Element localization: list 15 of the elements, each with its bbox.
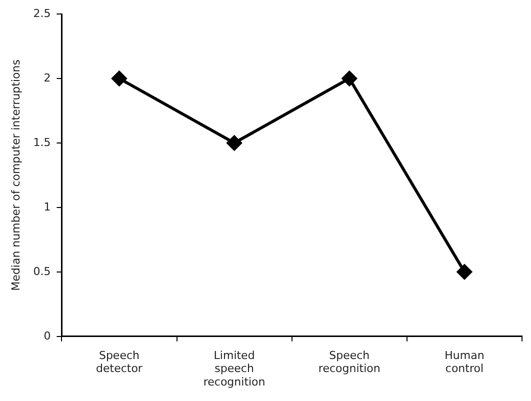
point <box>226 135 242 150</box>
point <box>456 264 472 280</box>
y-axis-title: Median number of computer interruptions <box>9 59 22 291</box>
y-tick-label: 1 <box>44 200 51 214</box>
x-tick-label: Limited speech recognition <box>203 348 266 388</box>
y-tick-label: 0 <box>44 329 51 342</box>
point <box>112 70 127 86</box>
y-tick-label: 2.5 <box>33 6 51 20</box>
x-tick-label: Speech detector <box>96 348 143 376</box>
y-tick-label: 0.5 <box>33 264 51 278</box>
x-tick-label: Speech recognition <box>318 348 380 376</box>
y-tick-label: 2 <box>44 71 51 84</box>
y-tick-label: 1.5 <box>33 136 51 149</box>
point <box>342 70 357 86</box>
x-tick-label: Human control <box>444 348 484 376</box>
